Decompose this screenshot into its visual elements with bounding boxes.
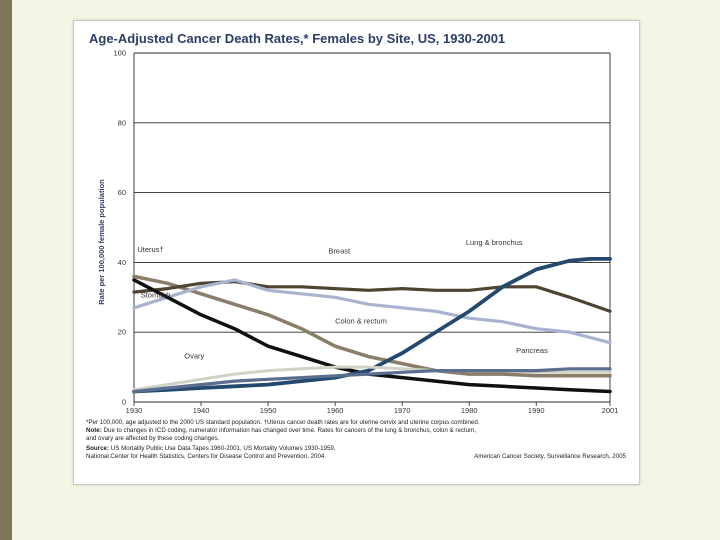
x-tick-label: 1980	[461, 406, 478, 415]
footnote-per-100k: *Per 100,000, age adjusted to the 2000 U…	[86, 419, 480, 426]
footnote-note: Note: Due to changes in ICD coding, nume…	[86, 427, 626, 435]
series-lines	[132, 257, 612, 394]
x-tick-label: 1940	[193, 406, 210, 415]
chart-title: Age-Adjusted Cancer Death Rates,* Female…	[89, 31, 506, 46]
y-tick-label: 80	[118, 118, 126, 127]
series-label-ovary: Ovary	[184, 351, 204, 360]
footnote-credit: American Cancer Society, Surveillance Re…	[474, 453, 626, 460]
x-tick-label: 2001	[602, 406, 619, 415]
series-line-breast	[132, 280, 612, 313]
x-tick-label: 1970	[394, 406, 411, 415]
footnote-source-row: National Center for Health Statistics, C…	[86, 453, 626, 461]
source-text: US Mortality Public Use Data Tapes 1960-…	[109, 445, 336, 452]
x-tick-label: 1990	[528, 406, 545, 415]
series-label-uterus: Uterus†	[137, 245, 163, 254]
series-label-pancreas: Pancreas	[516, 346, 548, 355]
x-tick-label: 1950	[260, 406, 277, 415]
y-tick-label: 0	[122, 398, 126, 407]
footnote-source: Source: US Mortality Public Use Data Tap…	[86, 445, 626, 453]
y-tick-label: 100	[113, 49, 126, 58]
footnote-source-cont: National Center for Health Statistics, C…	[86, 453, 327, 460]
x-axis-ticks: 1930 1940 1950 1960 1970 1980 1990 2001	[126, 402, 619, 415]
y-tick-label: 20	[118, 328, 126, 337]
y-axis-ticks: 0 20 40 60 80 100	[113, 49, 126, 407]
footnotes: *Per 100,000, age adjusted to the 2000 U…	[86, 419, 626, 461]
slide-accent-bar	[0, 0, 12, 540]
source-label: Source:	[86, 445, 110, 452]
gridlines	[133, 52, 611, 403]
chart-card: Age-Adjusted Cancer Death Rates,* Female…	[73, 20, 640, 485]
y-tick-label: 60	[118, 188, 126, 197]
series-line-uterus	[132, 274, 612, 378]
series-line-pancreas	[132, 367, 612, 394]
line-chart: 0 20 40 60 80 100 1930 1940 1950 1960 1970 1980 199…	[97, 49, 619, 416]
footnote-note-cont: and ovary are affected by these coding c…	[86, 435, 220, 442]
series-line-lung	[132, 257, 612, 394]
x-tick-label: 1930	[126, 406, 143, 415]
series-label-lung: Lung & bronchus	[466, 238, 523, 247]
series-label-colon: Colon & rectum	[335, 316, 387, 325]
series-label-breast: Breast	[328, 247, 351, 256]
note-text: Due to changes in ICD coding, numerator …	[101, 427, 477, 434]
x-tick-label: 1960	[327, 406, 344, 415]
series-label-stomach: Stomach	[141, 290, 171, 299]
note-label: Note:	[86, 427, 102, 434]
series-line-colon	[132, 278, 612, 345]
series-annotations: Uterus† Breast Lung & bronchus Stomach Colon…	[137, 238, 548, 360]
y-tick-label: 40	[118, 258, 126, 267]
y-axis-label: Rate per 100,000 female population	[97, 179, 106, 305]
